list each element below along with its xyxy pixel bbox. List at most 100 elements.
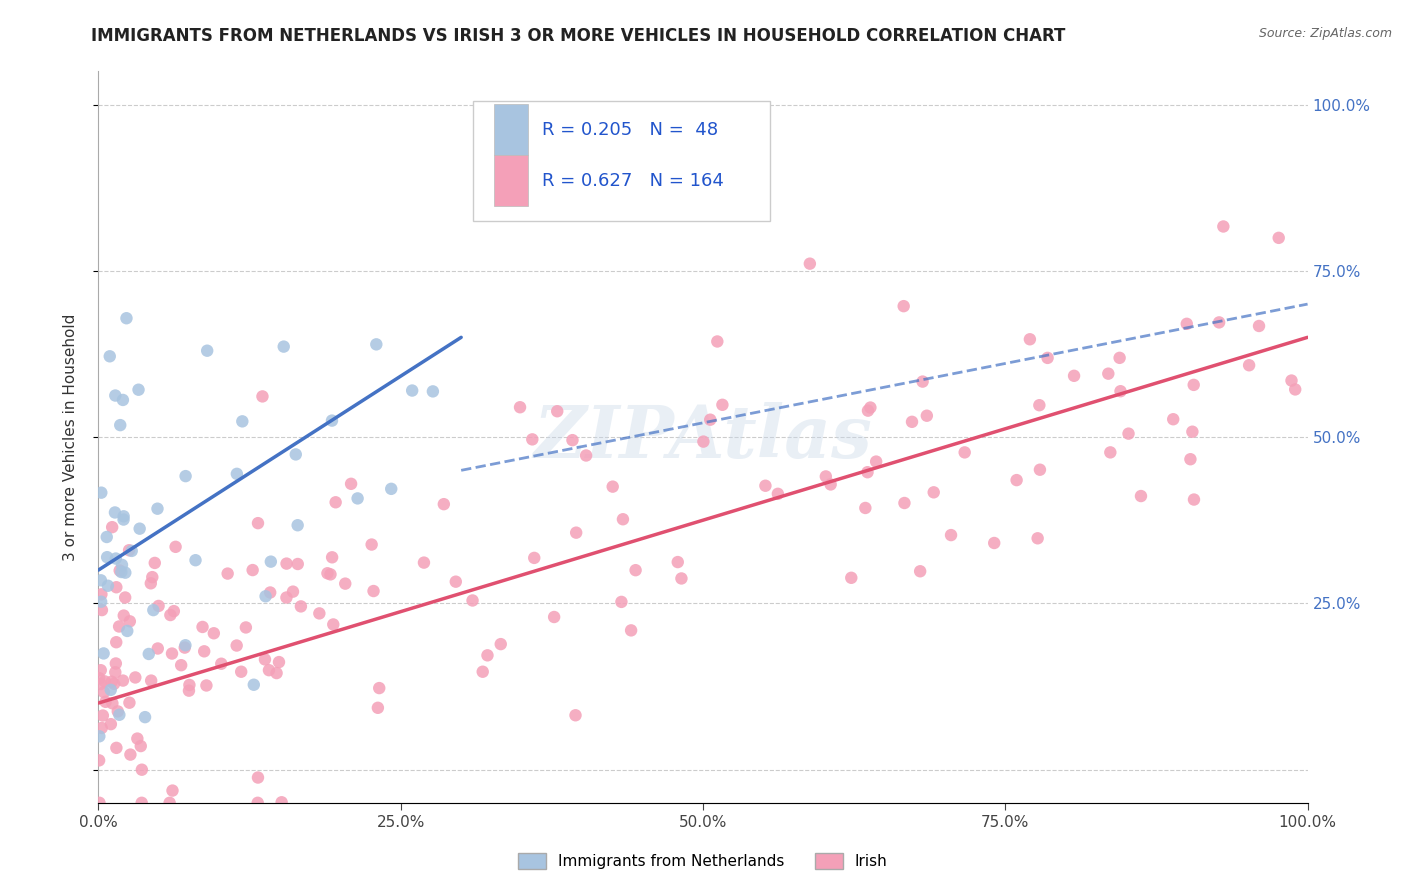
Point [100,717,122,731]
Point [1182,492,1205,507]
Point [620,624,643,638]
Point [96,550,118,565]
Point [1130,489,1153,503]
Point [366,337,388,351]
Point [90,721,112,735]
Text: ZIPAtlas: ZIPAtlas [534,401,872,473]
Point [953,445,976,459]
Legend: Immigrants from Netherlands, Irish: Immigrants from Netherlands, Irish [512,847,894,875]
Point [259,585,281,599]
Point [260,555,283,569]
Point [939,528,962,542]
Point [368,681,391,695]
Point [325,495,347,509]
Point [901,415,924,429]
Bar [494,155,527,206]
Point [108,707,131,722]
Point [699,413,721,427]
Point [104,506,127,520]
Point [143,556,166,570]
Point [225,467,247,481]
Point [602,480,624,494]
Point [89,729,111,743]
Point [335,576,357,591]
Point [141,570,163,584]
Point [346,491,368,506]
Point [360,537,382,551]
Point [100,674,122,689]
Point [433,497,456,511]
Point [413,556,436,570]
Point [1063,368,1085,383]
Point [565,525,588,540]
Point [257,663,280,677]
Point [90,603,112,617]
Point [908,564,931,578]
Point [363,584,385,599]
Point [118,696,141,710]
Point [706,334,728,349]
Point [1118,426,1140,441]
Point [93,647,115,661]
Point [340,476,363,491]
Point [91,708,114,723]
Point [110,418,132,433]
Point [89,796,111,810]
Point [90,663,112,677]
Point [105,635,128,649]
Point [666,555,689,569]
Point [146,641,169,656]
Point [159,608,181,623]
Point [104,551,127,566]
Point [1281,374,1303,388]
Point [1212,219,1234,234]
Point [546,404,568,418]
Point [87,753,110,767]
Point [367,701,389,715]
Point [174,469,197,483]
Point [138,647,160,661]
Point [89,671,111,685]
Point [111,392,134,407]
Point [225,639,247,653]
Point [195,678,218,692]
Point [146,501,169,516]
Point [254,589,277,603]
Point [246,771,269,785]
Point [471,665,494,679]
Point [115,311,138,326]
Point [1161,412,1184,426]
Point [754,479,776,493]
Point [266,666,288,681]
Point [321,414,343,428]
Point [624,563,647,577]
Point [104,665,127,680]
Point [1028,398,1050,412]
Point [799,257,821,271]
Point [564,708,586,723]
Point [246,796,269,810]
Point [177,683,200,698]
Point [1109,384,1132,399]
Point [561,433,583,447]
Point [612,512,634,526]
Point [129,739,152,753]
Point [610,595,633,609]
Point [162,783,184,797]
Point [543,610,565,624]
Point [911,375,934,389]
Point [401,384,423,398]
Point [316,566,339,581]
Point [103,677,125,691]
Point [120,747,142,762]
Point [209,657,232,671]
Point [139,576,162,591]
Point [179,678,201,692]
Point [148,599,170,613]
Point [124,670,146,684]
Point [105,740,128,755]
Point [191,620,214,634]
Point [290,599,312,614]
Point [98,349,121,363]
Point [94,695,117,709]
